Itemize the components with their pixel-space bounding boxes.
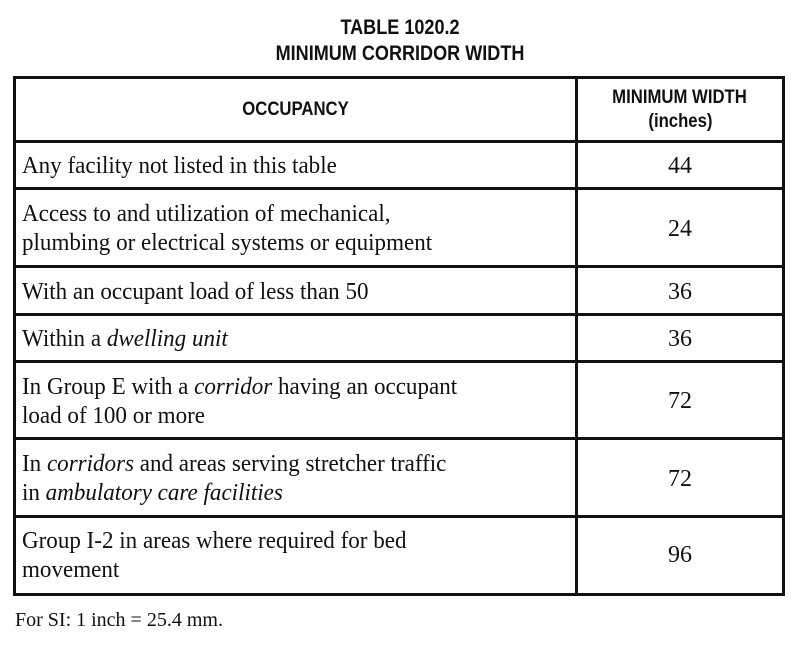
occupancy-text-line: in ambulatory care facilities xyxy=(22,479,446,508)
occupancy-text: Any facility not listed in this table xyxy=(22,153,337,179)
table-row-width-value: 24 xyxy=(668,215,692,242)
table-row-occupancy: Within a dwelling unit xyxy=(22,316,572,363)
header-occupancy: OCCUPANCY xyxy=(16,79,575,140)
table-row-occupancy: Any facility not listed in this table xyxy=(22,143,572,190)
table-row-occupancy: Group I-2 in areas where required for be… xyxy=(22,518,572,593)
defined-term: corridor xyxy=(194,373,273,400)
table-row-width-value: 72 xyxy=(668,465,692,492)
table-row-width-value: 44 xyxy=(668,153,692,179)
table-row-occupancy: In corridors and areas serving stretcher… xyxy=(22,440,572,518)
occupancy-text-line: In Group E with a corridor having an occ… xyxy=(22,373,457,402)
header-occupancy-label: OCCUPANCY xyxy=(242,98,349,120)
defined-term: dwelling unit xyxy=(106,326,228,352)
row-divider xyxy=(13,515,785,518)
row-divider xyxy=(13,265,785,268)
row-divider xyxy=(13,313,785,316)
table-row-width-value: 72 xyxy=(668,388,692,414)
occupancy-text: Access to and utilization of mechanical, xyxy=(22,201,391,227)
occupancy-text: load of 100 or more xyxy=(22,402,205,429)
table-row-occupancy: Access to and utilization of mechanical,… xyxy=(22,190,572,268)
table-row-occupancy: With an occupant load of less than 50 xyxy=(22,268,572,316)
occupancy-text-line: Any facility not listed in this table xyxy=(22,152,337,181)
occupancy-text: Group I-2 in areas where required for be… xyxy=(22,527,407,554)
row-divider xyxy=(13,187,785,190)
header-width-label: MINIMUM WIDTH xyxy=(612,86,748,108)
table-row-width-value: 96 xyxy=(668,542,692,568)
occupancy-text: plumbing or electrical systems or equipm… xyxy=(22,230,433,256)
occupancy-text-line: plumbing or electrical systems or equipm… xyxy=(22,229,432,258)
occupancy-text: in xyxy=(22,480,46,506)
header-divider xyxy=(13,140,785,143)
table-name-title: MINIMUM CORRIDOR WIDTH xyxy=(275,42,525,65)
occupancy-text: and areas serving stretcher traffic xyxy=(134,451,447,477)
occupancy-text: Within a xyxy=(22,326,107,352)
occupancy-text-line: Group I-2 in areas where required for be… xyxy=(22,527,406,556)
table-number-title: TABLE 1020.2 xyxy=(340,16,460,39)
occupancy-text-line: Access to and utilization of mechanical, xyxy=(22,200,432,229)
occupancy-text: In xyxy=(22,451,47,477)
corridor-width-table xyxy=(13,76,785,596)
header-minimum-width: MINIMUM WIDTH (inches) xyxy=(578,79,782,140)
footnote: For SI: 1 inch = 25.4 mm. xyxy=(15,609,223,631)
occupancy-text-line: In corridors and areas serving stretcher… xyxy=(22,450,446,479)
row-divider xyxy=(13,437,785,440)
column-divider xyxy=(575,76,578,596)
occupancy-text-line: Within a dwelling unit xyxy=(22,325,228,354)
defined-term: ambulatory care facilities xyxy=(45,480,283,506)
occupancy-text: With an occupant load of less than 50 xyxy=(22,278,369,305)
table-row-occupancy: In Group E with a corridor having an occ… xyxy=(22,363,572,440)
defined-term: corridors xyxy=(46,451,135,477)
occupancy-text-line: With an occupant load of less than 50 xyxy=(22,278,369,307)
header-width-unit: (inches) xyxy=(647,110,713,132)
occupancy-text: movement xyxy=(22,556,120,583)
row-divider xyxy=(13,360,785,363)
table-row-width-value: 36 xyxy=(668,326,692,352)
occupancy-text-line: movement xyxy=(22,556,406,585)
occupancy-text-line: load of 100 or more xyxy=(22,402,457,431)
table-row-width-value: 36 xyxy=(668,278,692,305)
occupancy-text: In Group E with a xyxy=(22,373,195,400)
occupancy-text: having an occupant xyxy=(272,373,458,400)
